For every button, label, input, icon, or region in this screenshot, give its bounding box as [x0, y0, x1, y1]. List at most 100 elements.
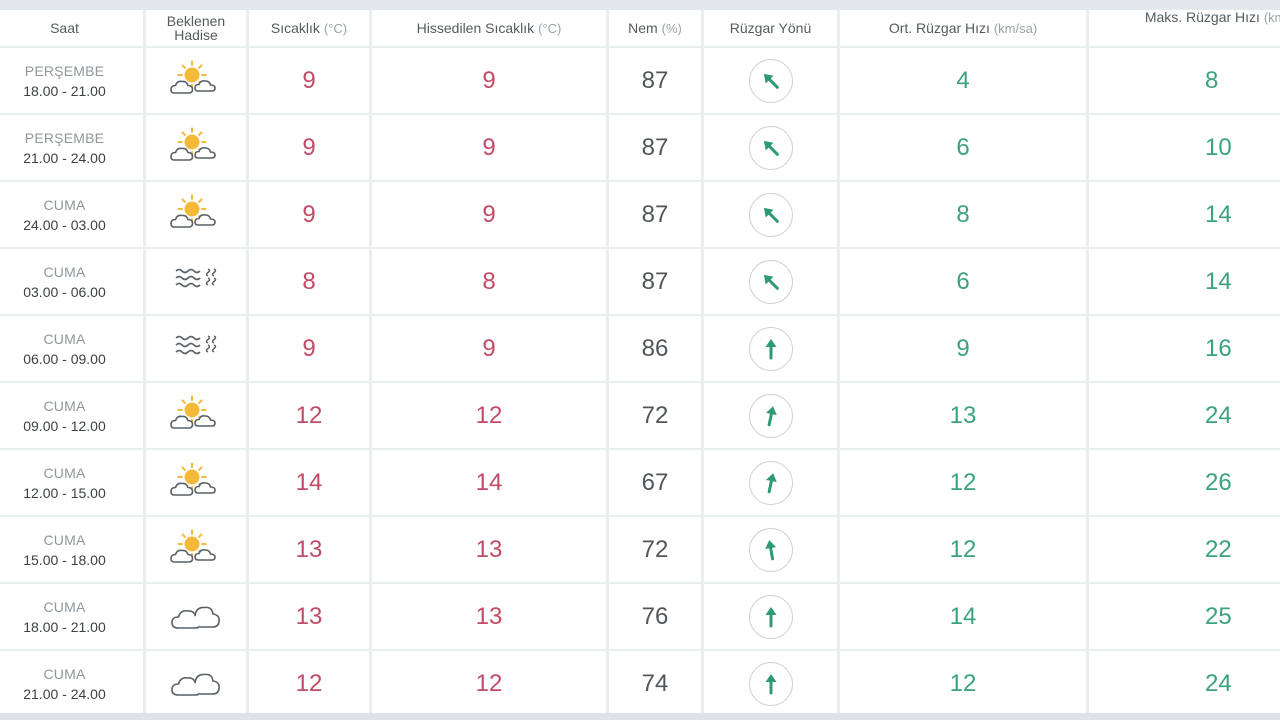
max-wind-cell: 8	[1089, 48, 1280, 113]
hours-label: 18.00 - 21.00	[23, 618, 106, 635]
wind-direction-cell	[704, 651, 837, 716]
temperature-value: 13	[295, 602, 323, 630]
temperature-cell: 13	[249, 584, 369, 649]
bottom-strip	[0, 713, 1280, 720]
avg-wind-value: 14	[949, 602, 977, 630]
weather-cell	[146, 651, 246, 716]
wind-direction-cell	[704, 182, 837, 247]
max-wind-value: 8	[1205, 66, 1219, 94]
hours-label: 09.00 - 12.00	[23, 417, 106, 434]
fog-icon	[168, 259, 224, 304]
max-wind-value: 14	[1205, 200, 1232, 228]
wind-direction-arrow-icon	[748, 661, 793, 706]
avg-wind-cell: 4	[840, 48, 1086, 113]
max-wind-value: 25	[1205, 602, 1232, 630]
humidity-cell: 72	[609, 383, 701, 448]
temperature-value: 13	[295, 535, 323, 563]
partly-cloudy-icon	[168, 393, 224, 438]
feels-like-cell: 13	[372, 584, 606, 649]
header-feels-like-unit: (°C)	[538, 20, 562, 36]
header-feels-like-label: Hissedilen Sıcaklık	[416, 19, 535, 36]
fog-icon	[168, 326, 224, 371]
temperature-cell: 9	[249, 316, 369, 381]
humidity-cell: 87	[609, 249, 701, 314]
temperature-cell: 9	[249, 115, 369, 180]
avg-wind-value: 6	[956, 267, 970, 295]
avg-wind-cell: 12	[840, 651, 1086, 716]
wind-direction-arrow-icon	[748, 393, 793, 438]
partly-cloudy-icon	[168, 527, 224, 572]
feels-like-value: 13	[475, 602, 503, 630]
temperature-cell: 9	[249, 182, 369, 247]
header-max-wind-label: Maks. Rüzgar Hızı	[1144, 10, 1260, 25]
temperature-cell: 9	[249, 48, 369, 113]
partly-cloudy-icon	[168, 58, 224, 103]
temperature-value: 12	[295, 669, 323, 697]
feels-like-value: 14	[475, 468, 503, 496]
header-max-wind: Maks. Rüzgar Hızı (km/sa)	[1089, 10, 1280, 46]
humidity-cell: 86	[609, 316, 701, 381]
humidity-cell: 76	[609, 584, 701, 649]
max-wind-value: 16	[1205, 334, 1232, 362]
feels-like-value: 9	[482, 66, 496, 94]
cloudy-icon	[168, 594, 224, 639]
weather-cell	[146, 450, 246, 515]
feels-like-value: 9	[482, 200, 496, 228]
humidity-value: 67	[641, 468, 669, 496]
time-cell: CUMA 06.00 - 09.00	[0, 316, 143, 381]
avg-wind-cell: 6	[840, 249, 1086, 314]
wind-direction-cell	[704, 115, 837, 180]
humidity-value: 72	[641, 535, 669, 563]
max-wind-cell: 10	[1089, 115, 1280, 180]
day-label: PERŞEMBE	[24, 129, 105, 146]
avg-wind-value: 8	[956, 200, 970, 228]
wind-direction-cell	[704, 48, 837, 113]
avg-wind-cell: 12	[840, 450, 1086, 515]
humidity-value: 87	[641, 133, 669, 161]
weather-cell	[146, 182, 246, 247]
header-avg-wind: Ort. Rüzgar Hızı (km/sa)	[840, 10, 1086, 46]
temperature-value: 9	[302, 133, 316, 161]
temperature-value: 9	[302, 200, 316, 228]
hours-label: 15.00 - 18.00	[23, 551, 106, 568]
header-wind-direction-label: Rüzgar Yönü	[729, 20, 812, 36]
humidity-value: 86	[641, 334, 669, 362]
feels-like-cell: 14	[372, 450, 606, 515]
day-label: CUMA	[43, 665, 86, 682]
feels-like-cell: 9	[372, 115, 606, 180]
header-time-label: Saat	[50, 20, 79, 36]
day-label: CUMA	[43, 263, 86, 280]
feels-like-value: 8	[482, 267, 496, 295]
feels-like-value: 13	[475, 535, 503, 563]
header-humidity-unit: (%)	[661, 20, 682, 36]
max-wind-cell: 24	[1089, 651, 1280, 716]
feels-like-value: 9	[482, 334, 496, 362]
wind-direction-cell	[704, 316, 837, 381]
header-temperature-label: Sıcaklık	[270, 19, 320, 36]
weather-cell	[146, 115, 246, 180]
max-wind-value: 24	[1205, 669, 1232, 697]
humidity-cell: 87	[609, 48, 701, 113]
feels-like-cell: 13	[372, 517, 606, 582]
weather-cell	[146, 517, 246, 582]
humidity-cell: 87	[609, 115, 701, 180]
hours-label: 18.00 - 21.00	[23, 82, 106, 99]
wind-direction-cell	[704, 249, 837, 314]
time-cell: CUMA 12.00 - 15.00	[0, 450, 143, 515]
wind-direction-arrow-icon	[748, 527, 793, 572]
header-expected-label-1: Beklenen	[166, 13, 226, 29]
humidity-cell: 87	[609, 182, 701, 247]
day-label: CUMA	[43, 531, 86, 548]
partly-cloudy-icon	[168, 125, 224, 170]
max-wind-value: 14	[1205, 267, 1232, 295]
max-wind-cell: 26	[1089, 450, 1280, 515]
wind-direction-cell	[704, 584, 837, 649]
cloudy-icon	[168, 661, 224, 706]
top-strip	[0, 0, 1280, 10]
temperature-value: 12	[295, 401, 323, 429]
header-humidity: Nem (%)	[609, 10, 701, 46]
temperature-value: 14	[295, 468, 323, 496]
feels-like-cell: 9	[372, 182, 606, 247]
partly-cloudy-icon	[168, 460, 224, 505]
